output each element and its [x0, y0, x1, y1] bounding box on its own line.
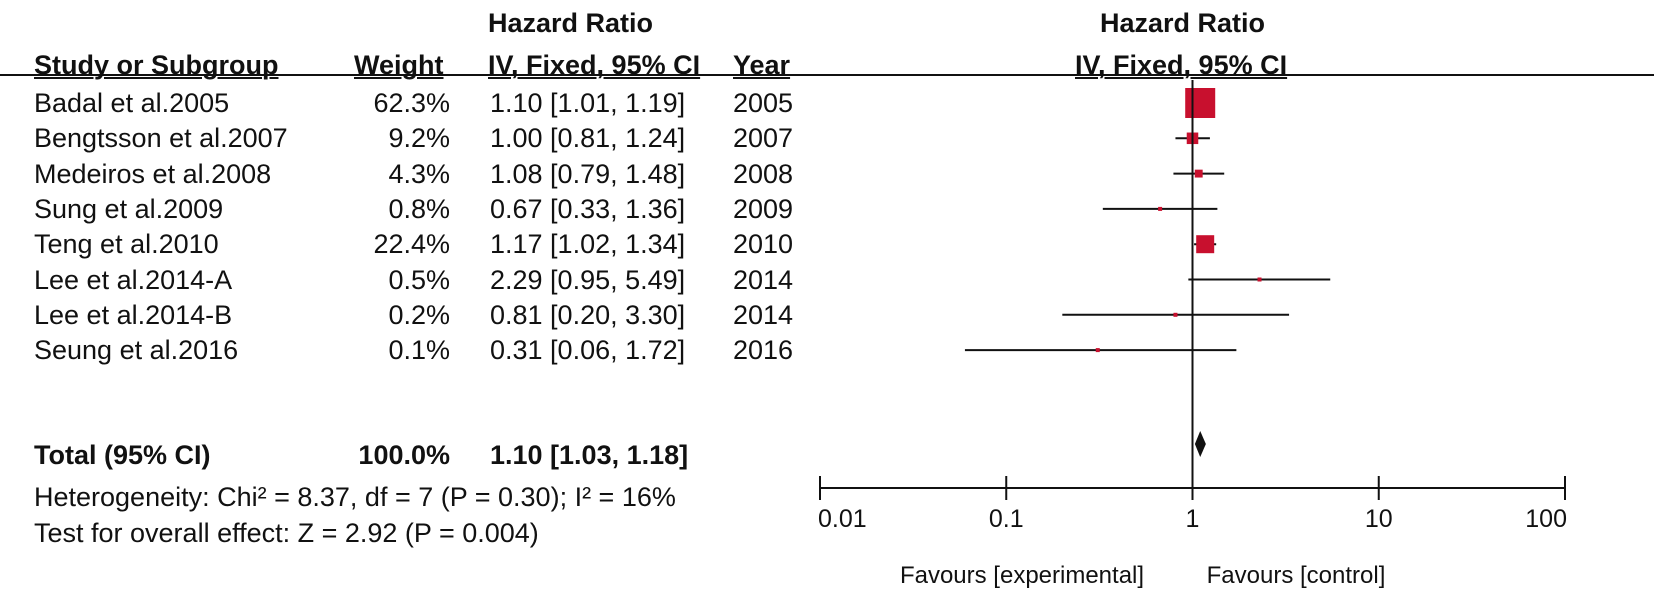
study-weight: 62.3%	[373, 88, 450, 118]
study-weight: 22.4%	[373, 229, 450, 260]
x-tick-label: 0.1	[989, 505, 1024, 533]
favours-right-label: Favours [control]	[1207, 562, 1386, 589]
study-marker	[1095, 348, 1100, 353]
x-tick-label: 10	[1365, 505, 1393, 533]
study-year: 2009	[733, 193, 794, 224]
study-name: Medeiros et al.2008	[34, 158, 272, 189]
study-name: Bengtsson et al.2007	[34, 123, 288, 154]
study-marker	[1158, 206, 1163, 211]
study-ci: 1.17 [1.02, 1.34]	[490, 229, 686, 260]
study-year: 2016	[733, 335, 794, 366]
study-year: 2014	[733, 299, 794, 330]
study-name: Lee et al.2014-B	[34, 299, 233, 330]
heterogeneity-text: Heterogeneity: Chi² = 8.37, df = 7 (P = …	[34, 482, 676, 512]
total-label: Total (95% CI)	[34, 440, 211, 470]
total-ci: 1.10 [1.03, 1.18]	[490, 440, 689, 470]
study-weight: 4.3%	[388, 158, 450, 189]
study-name: Badal et al.2005	[34, 88, 230, 118]
favours-left-label: Favours [experimental]	[900, 562, 1144, 589]
study-weight: 0.1%	[388, 335, 450, 366]
study-year: 2014	[733, 264, 794, 295]
study-weight: 0.8%	[388, 193, 450, 224]
x-tick-label: 100	[1525, 505, 1567, 533]
x-tick-label: 0.01	[818, 505, 867, 533]
pooled-diamond	[1194, 431, 1206, 457]
study-ci: 1.08 [0.79, 1.48]	[490, 158, 686, 189]
study-marker	[1257, 277, 1262, 282]
study-name: Teng et al.2010	[34, 229, 219, 260]
study-marker	[1185, 88, 1216, 118]
study-ci: 0.81 [0.20, 3.30]	[490, 299, 686, 330]
study-ci: 0.67 [0.33, 1.36]	[490, 193, 686, 224]
study-year: 2010	[733, 229, 794, 260]
x-tick-label: 1	[1186, 505, 1200, 533]
study-marker	[1196, 235, 1215, 254]
study-ci: 0.31 [0.06, 1.72]	[490, 335, 686, 366]
study-year: 2007	[733, 123, 794, 154]
study-name: Seung et al.2016	[34, 335, 239, 366]
study-marker	[1173, 312, 1178, 317]
study-ci: 2.29 [0.95, 5.49]	[490, 264, 686, 295]
study-marker	[1194, 169, 1203, 178]
effect-measure-title: Hazard Ratio	[488, 8, 654, 38]
study-weight: 0.2%	[388, 299, 450, 330]
study-weight: 9.2%	[388, 123, 450, 154]
plot-title: Hazard Ratio	[1100, 8, 1266, 38]
study-year: 2005	[733, 88, 794, 118]
overall-effect-text: Test for overall effect: Z = 2.92 (P = 0…	[34, 518, 539, 548]
study-ci: 1.10 [1.01, 1.19]	[490, 88, 686, 118]
study-ci: 1.00 [0.81, 1.24]	[490, 123, 686, 154]
study-name: Lee et al.2014-A	[34, 264, 233, 295]
study-name: Sung et al.2009	[34, 193, 224, 224]
study-weight: 0.5%	[388, 264, 450, 295]
study-year: 2008	[733, 158, 794, 189]
total-weight: 100.0%	[358, 440, 450, 470]
